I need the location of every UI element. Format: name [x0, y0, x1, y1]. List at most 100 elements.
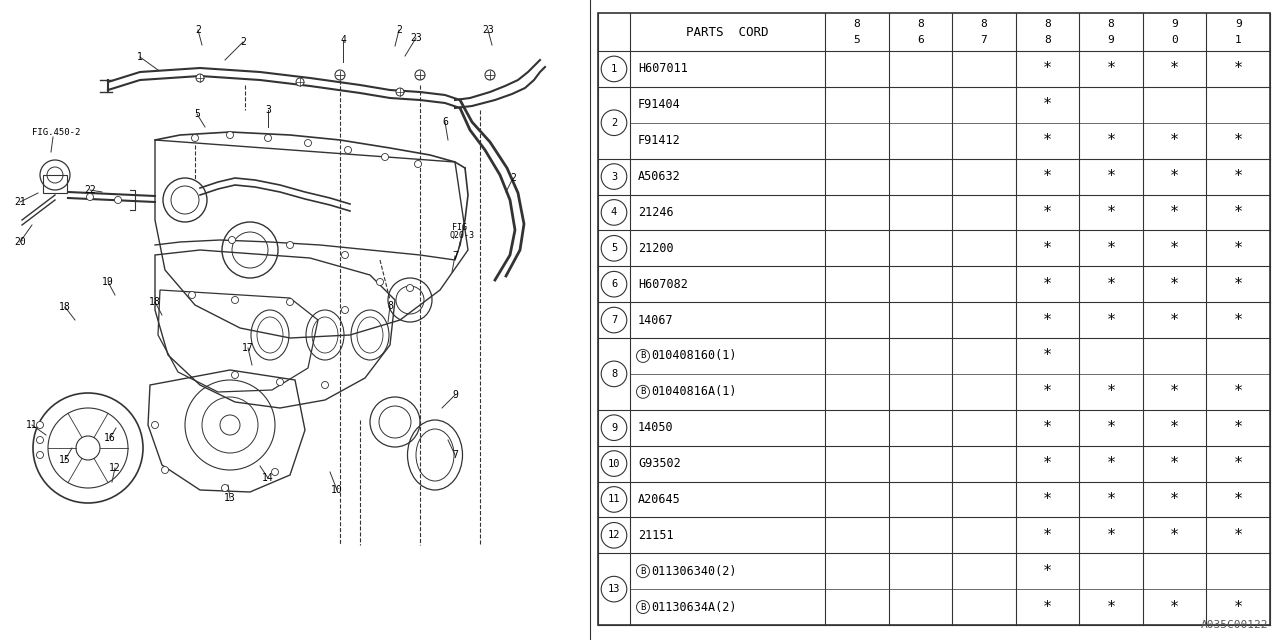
Text: 17: 17: [242, 343, 253, 353]
Text: 011306340(2): 011306340(2): [652, 564, 737, 578]
Text: Q20-3: Q20-3: [449, 231, 474, 240]
Circle shape: [305, 140, 311, 147]
Circle shape: [296, 78, 305, 86]
Text: 2: 2: [611, 118, 617, 128]
Text: 22: 22: [84, 185, 96, 195]
Circle shape: [232, 296, 238, 303]
Text: 11: 11: [608, 495, 621, 504]
Text: *: *: [1043, 276, 1052, 292]
Text: A20645: A20645: [637, 493, 681, 506]
Text: 14067: 14067: [637, 314, 673, 326]
Text: *: *: [1234, 241, 1243, 256]
Text: A50632: A50632: [637, 170, 681, 183]
Text: 10: 10: [608, 459, 621, 468]
Text: *: *: [1043, 528, 1052, 543]
Circle shape: [376, 278, 384, 285]
Circle shape: [335, 70, 346, 80]
Text: *: *: [1043, 97, 1052, 112]
Text: A035C00122: A035C00122: [1201, 620, 1268, 630]
Circle shape: [271, 468, 279, 476]
Text: 8: 8: [1107, 19, 1115, 29]
Text: *: *: [1234, 169, 1243, 184]
Text: 14: 14: [262, 473, 274, 483]
Circle shape: [381, 154, 389, 161]
Text: 3: 3: [265, 105, 271, 115]
Text: 3: 3: [611, 172, 617, 182]
Text: *: *: [1170, 528, 1179, 543]
Text: *: *: [1234, 420, 1243, 435]
Circle shape: [321, 381, 329, 388]
Circle shape: [276, 378, 283, 385]
Text: 1: 1: [1235, 35, 1242, 45]
Text: *: *: [1170, 456, 1179, 471]
Text: G93502: G93502: [637, 457, 681, 470]
Text: 21200: 21200: [637, 242, 673, 255]
Circle shape: [344, 147, 352, 154]
Text: 18: 18: [150, 297, 161, 307]
Text: *: *: [1170, 420, 1179, 435]
Text: *: *: [1043, 384, 1052, 399]
Text: *: *: [1170, 205, 1179, 220]
Bar: [598, 13, 1270, 625]
Text: *: *: [1170, 384, 1179, 399]
Text: 9: 9: [452, 390, 458, 400]
Text: *: *: [1106, 133, 1116, 148]
Text: 6: 6: [442, 117, 448, 127]
Text: H607011: H607011: [637, 63, 687, 76]
Text: *: *: [1043, 564, 1052, 579]
Text: 12: 12: [109, 463, 120, 473]
Text: *: *: [1043, 456, 1052, 471]
Text: *: *: [1170, 133, 1179, 148]
Text: FIG: FIG: [452, 223, 467, 232]
Circle shape: [287, 298, 293, 305]
Text: PARTS  CORD: PARTS CORD: [686, 26, 769, 38]
Text: 14050: 14050: [637, 421, 673, 434]
Text: 8: 8: [916, 19, 924, 29]
Text: *: *: [1170, 169, 1179, 184]
Circle shape: [287, 241, 293, 248]
Text: F91412: F91412: [637, 134, 681, 147]
Circle shape: [407, 285, 413, 291]
Text: 2: 2: [509, 173, 516, 183]
Text: 2: 2: [241, 37, 246, 47]
Text: FIG.450-2: FIG.450-2: [32, 128, 81, 137]
Text: 0: 0: [1171, 35, 1178, 45]
Text: *: *: [1043, 61, 1052, 76]
Text: *: *: [1106, 456, 1116, 471]
Text: 2: 2: [195, 25, 201, 35]
Text: *: *: [1234, 133, 1243, 148]
Text: 9: 9: [1171, 19, 1178, 29]
Circle shape: [342, 307, 348, 314]
Bar: [44, 175, 67, 193]
Circle shape: [221, 484, 229, 492]
Text: *: *: [1234, 456, 1243, 471]
Text: *: *: [1043, 420, 1052, 435]
Circle shape: [265, 134, 271, 141]
Text: *: *: [1043, 492, 1052, 507]
Text: 21246: 21246: [637, 206, 673, 219]
Text: 1: 1: [611, 64, 617, 74]
Text: 9: 9: [611, 422, 617, 433]
Circle shape: [342, 252, 348, 259]
Text: *: *: [1043, 312, 1052, 328]
Text: *: *: [1234, 384, 1243, 399]
Text: 7: 7: [452, 251, 458, 261]
Text: 21: 21: [14, 197, 26, 207]
Text: *: *: [1106, 276, 1116, 292]
Text: F91404: F91404: [637, 99, 681, 111]
Text: *: *: [1170, 492, 1179, 507]
Text: *: *: [1106, 169, 1116, 184]
Text: 8: 8: [1044, 35, 1051, 45]
Text: 4: 4: [611, 207, 617, 218]
Text: 5: 5: [611, 243, 617, 253]
Text: *: *: [1106, 384, 1116, 399]
Text: *: *: [1106, 241, 1116, 256]
Text: B: B: [640, 603, 645, 612]
Text: 16: 16: [104, 433, 116, 443]
Text: *: *: [1170, 276, 1179, 292]
Circle shape: [192, 134, 198, 141]
Text: 8: 8: [854, 19, 860, 29]
Text: *: *: [1043, 241, 1052, 256]
Text: B: B: [640, 387, 645, 396]
Text: *: *: [1234, 276, 1243, 292]
